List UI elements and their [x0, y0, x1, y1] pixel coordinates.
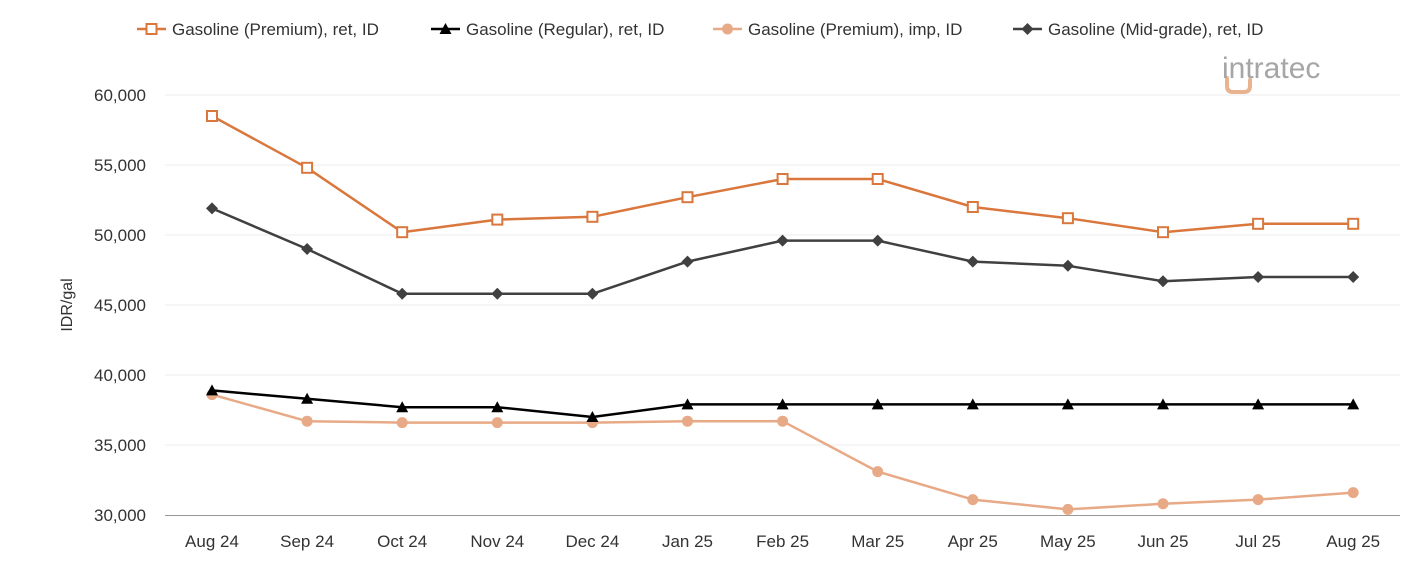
data-point: [682, 415, 693, 427]
grid: [165, 94, 1400, 446]
data-point: [491, 287, 504, 300]
data-point: [1347, 487, 1359, 499]
data-point: [722, 23, 733, 35]
y-axis: IDR/gal 30,000 35,000 40,000 45,000 50,000 55…: [59, 86, 146, 525]
data-point: [966, 255, 979, 268]
x-tick-label: Apr 25: [948, 532, 998, 551]
data-point: [871, 173, 884, 185]
data-point: [871, 234, 884, 247]
y-tick-label: 30,000: [94, 506, 146, 525]
data-point: [491, 213, 504, 226]
data-point: [586, 411, 599, 422]
data-point: [1157, 498, 1169, 510]
legend-item: Gasoline (Premium), imp, ID: [713, 20, 962, 39]
data-point: [1252, 494, 1264, 506]
y-tick-label: 45,000: [94, 296, 146, 315]
data-point: [301, 415, 313, 427]
data-point: [967, 494, 979, 506]
data-point: [1061, 398, 1074, 410]
data-point: [1062, 503, 1074, 515]
data-point: [1157, 275, 1169, 288]
series-1: [206, 384, 1360, 422]
data-point: [776, 234, 789, 247]
x-tick-label: May 25: [1040, 532, 1096, 551]
data-point: [145, 23, 158, 35]
data-point: [681, 255, 694, 268]
data-point: [1061, 212, 1074, 225]
x-tick-label: Oct 24: [377, 532, 427, 551]
y-axis-title: IDR/gal: [59, 278, 76, 331]
data-point: [586, 210, 599, 223]
series-0: [206, 110, 1360, 239]
data-point: [1252, 398, 1265, 410]
series-3: [206, 202, 1360, 300]
x-tick-label: Jun 25: [1137, 532, 1188, 551]
legend-label: Gasoline (Mid-grade), ret, ID: [1048, 20, 1263, 39]
x-tick-label: Sep 24: [280, 532, 334, 551]
x-tick-label: Aug 25: [1326, 532, 1380, 551]
legend-item: Gasoline (Regular), ret, ID: [431, 20, 664, 39]
data-point: [1061, 259, 1074, 272]
data-point: [681, 191, 694, 204]
legend: Gasoline (Premium), ret, ID Gasoline (Reg…: [137, 20, 1263, 39]
intratec-logo: intratec: [1222, 52, 1320, 94]
data-point: [777, 415, 789, 427]
data-point: [491, 417, 503, 429]
legend-label: Gasoline (Premium), imp, ID: [748, 20, 962, 39]
x-tick-label: Jul 25: [1235, 532, 1280, 551]
data-point: [491, 401, 504, 413]
data-point: [206, 202, 218, 215]
data-point: [776, 398, 789, 410]
data-point: [1347, 217, 1360, 230]
data-point: [1347, 398, 1360, 410]
data-point: [301, 243, 314, 255]
legend-label: Gasoline (Regular), ret, ID: [466, 20, 664, 39]
data-point: [206, 384, 218, 396]
y-tick-label: 35,000: [94, 436, 146, 455]
series-group: [206, 110, 1360, 515]
legend-label: Gasoline (Premium), ret, ID: [172, 20, 379, 39]
x-axis: Aug 24 Sep 24 Oct 24 Nov 24 Dec 24 Jan 25 Feb …: [165, 515, 1400, 551]
data-point: [872, 466, 884, 478]
data-point: [396, 417, 408, 429]
data-point: [776, 173, 789, 185]
y-tick-label: 40,000: [94, 366, 146, 385]
x-tick-label: Jan 25: [662, 532, 713, 551]
legend-item: Gasoline (Mid-grade), ret, ID: [1013, 20, 1263, 39]
series-line: [211, 393, 1354, 511]
data-point: [966, 398, 979, 410]
data-point: [1157, 226, 1169, 239]
data-point: [206, 110, 218, 122]
y-tick-label: 50,000: [94, 226, 146, 245]
data-point: [439, 23, 452, 34]
data-point: [871, 398, 884, 410]
logo-text: intratec: [1222, 52, 1320, 85]
x-tick-label: Dec 24: [565, 532, 619, 551]
data-point: [301, 161, 314, 174]
data-point: [396, 287, 409, 300]
data-point: [301, 392, 314, 404]
series-line: [211, 207, 1354, 296]
data-point: [966, 201, 979, 213]
data-point: [396, 226, 409, 239]
data-point: [396, 401, 409, 413]
data-point: [1252, 217, 1265, 230]
series-2: [206, 389, 1359, 515]
data-point: [1157, 398, 1169, 410]
data-point: [1252, 271, 1265, 283]
data-point: [586, 287, 599, 300]
y-tick-label: 55,000: [94, 156, 146, 175]
legend-item: Gasoline (Premium), ret, ID: [137, 20, 379, 39]
y-tick-label: 60,000: [94, 86, 146, 105]
x-tick-label: Aug 24: [185, 532, 239, 551]
data-point: [1021, 23, 1034, 35]
x-tick-label: Nov 24: [470, 532, 524, 551]
logo-mark-icon: [1225, 76, 1252, 94]
x-tick-label: Mar 25: [851, 532, 904, 551]
x-tick-label: Feb 25: [756, 532, 809, 551]
data-point: [681, 398, 694, 410]
data-point: [1347, 271, 1360, 283]
